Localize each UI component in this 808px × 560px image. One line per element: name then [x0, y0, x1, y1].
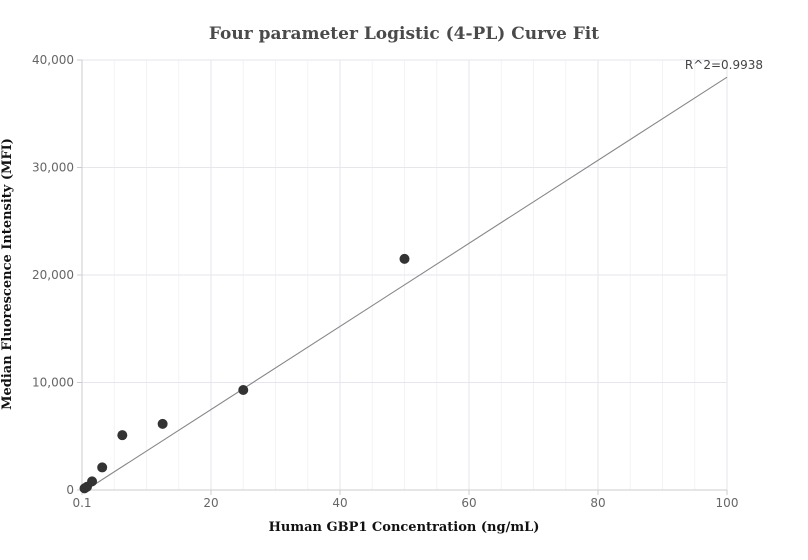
y-tick-label: 30,000 — [32, 161, 74, 175]
x-axis-label: Human GBP1 Concentration (ng/mL) — [269, 520, 540, 535]
chart-title: Four parameter Logistic (4-PL) Curve Fit — [209, 24, 599, 44]
y-tick-label: 40,000 — [32, 53, 74, 67]
fit-curve-line — [85, 76, 728, 491]
data-point — [157, 418, 168, 429]
x-tick-label: 100 — [716, 496, 739, 510]
r-squared-annotation: R^2=0.9938 — [685, 58, 763, 72]
y-tick-label: 20,000 — [32, 268, 74, 282]
x-tick-label: 80 — [590, 496, 605, 510]
x-tick-label: 40 — [332, 496, 347, 510]
y-axis-ticks: 0 10,000 20,000 30,000 40,000 — [32, 53, 82, 497]
x-tick-label: 0.1 — [72, 496, 91, 510]
data-point — [117, 430, 128, 441]
data-point — [238, 385, 249, 396]
y-axis-label: Median Fluorescence Intensity (MFI) — [0, 138, 15, 410]
grid — [82, 59, 728, 490]
y-tick-label: 0 — [66, 483, 74, 497]
x-tick-label: 20 — [203, 496, 218, 510]
data-point — [399, 253, 410, 264]
y-tick-label: 10,000 — [32, 376, 74, 390]
x-axis-ticks: 0.1 20 40 60 80 100 — [72, 490, 738, 510]
data-point — [97, 462, 108, 473]
data-point — [87, 476, 98, 487]
x-tick-label: 60 — [461, 496, 476, 510]
data-points — [79, 253, 410, 494]
